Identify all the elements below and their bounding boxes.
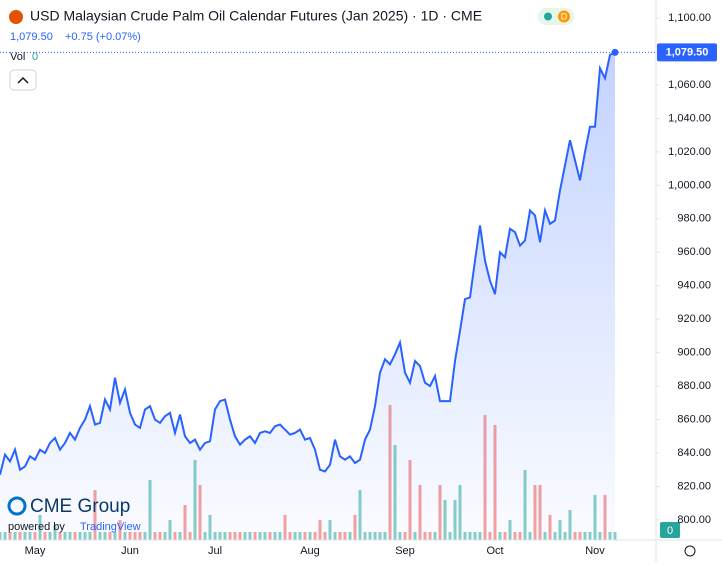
y-tick-label: 1,060.00 [668, 79, 711, 91]
x-tick-label: Nov [585, 545, 605, 557]
volume-value: 0 [32, 51, 38, 63]
chart-title: USD Malaysian Crude Palm Oil Calendar Fu… [30, 8, 482, 24]
y-tick-label: 800.00 [677, 514, 711, 526]
symbol-icon [9, 10, 23, 24]
y-tick-label: 940.00 [677, 280, 711, 292]
status-dot [544, 12, 552, 21]
cme-logo-icon [7, 496, 27, 516]
y-tick-label: 1,100.00 [668, 12, 711, 24]
y-tick-label: 880.00 [677, 380, 711, 392]
badge: D [561, 11, 568, 21]
y-tick-label: 960.00 [677, 246, 711, 258]
change: +0.75 (+0.07%) [65, 31, 141, 43]
collapse-button[interactable] [9, 69, 37, 91]
volume-axis-label: 0 [667, 525, 673, 537]
settings-icon[interactable] [684, 545, 696, 557]
area-fill [0, 52, 615, 540]
y-tick-label: 860.00 [677, 413, 711, 425]
y-tick-label: 980.00 [677, 213, 711, 225]
y-tick-label: 1,040.00 [668, 112, 711, 124]
price-line [0, 51, 616, 475]
last-price-box [657, 43, 717, 62]
y-tick-label: 820.00 [677, 480, 711, 492]
y-tick-label: 1,020.00 [668, 146, 711, 158]
plot [0, 48, 656, 540]
x-tick-label: May [25, 545, 46, 557]
y-tick-label: 920.00 [677, 313, 711, 325]
x-tick-label: Oct [486, 545, 503, 557]
x-tick-label: Jun [121, 545, 139, 557]
y-tick-label: 840.00 [677, 447, 711, 459]
powered-by: powered by [8, 521, 65, 533]
logo: CME Group [30, 496, 130, 517]
brand: TradingView [80, 521, 141, 533]
x-tick-label: Aug [300, 545, 320, 557]
volume-axis-box [660, 522, 680, 538]
x-tick-label: Sep [395, 545, 415, 557]
y-tick-label: 900.00 [677, 347, 711, 359]
last-point [611, 48, 619, 56]
collapse-icon [17, 76, 29, 84]
last-price: 1,079.50 [10, 31, 53, 43]
y-tick-label: 1,000.00 [668, 179, 711, 191]
last-price-axis-label: 1,079.50 [666, 46, 709, 58]
badge-circle [558, 10, 570, 23]
volume-label: Vol [10, 51, 25, 63]
x-tick-label: Jul [208, 545, 222, 557]
